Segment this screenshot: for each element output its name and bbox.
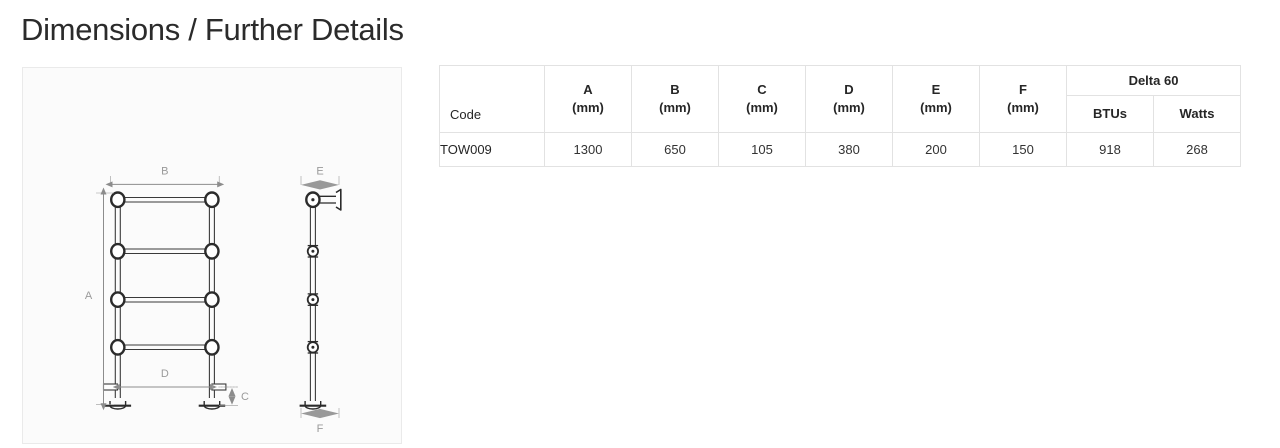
svg-text:A: A bbox=[85, 290, 93, 302]
svg-text:E: E bbox=[316, 166, 323, 178]
svg-text:D: D bbox=[161, 368, 169, 380]
svg-text:F: F bbox=[317, 423, 324, 435]
svg-text:B: B bbox=[161, 166, 168, 178]
svg-text:C: C bbox=[241, 391, 249, 403]
